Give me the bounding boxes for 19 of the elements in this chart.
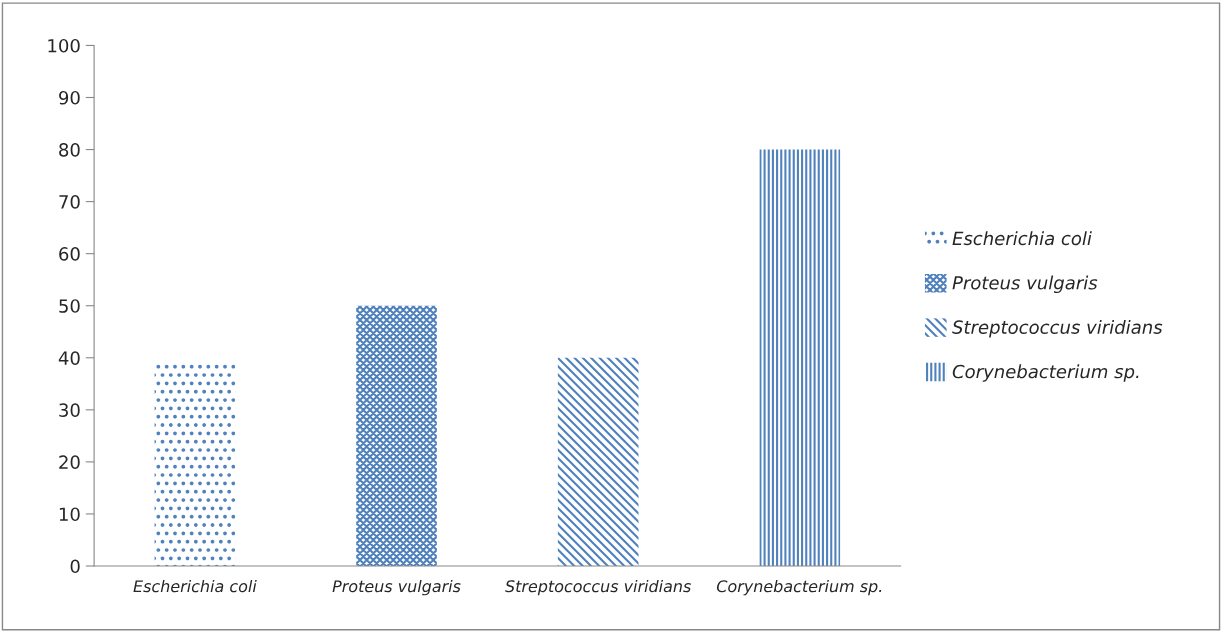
y-tick-label: 60 [59, 247, 80, 261]
y-tick-label: 30 [59, 403, 80, 417]
y-tick-label: 20 [59, 455, 80, 470]
y-tick-label: 100 [48, 38, 80, 53]
x-tick-label: Escherichia coli [133, 579, 257, 593]
y-tick-label: 50 [59, 299, 80, 313]
y-tick-label: 80 [59, 143, 80, 157]
y-tick-label: 0 [70, 559, 80, 574]
y-tick-label: 90 [59, 90, 80, 105]
x-tick-label: Proteus vulgaris [332, 579, 461, 596]
y-tick-label: 10 [59, 507, 80, 522]
legend-label: Proteus vulgaris [952, 275, 1098, 294]
x-tick-label: Streptococcus viridians [505, 579, 691, 596]
legend-label: Streptococcus viridians [952, 319, 1163, 338]
y-tick-label: 70 [59, 195, 80, 209]
legend-label: Escherichia coli [952, 231, 1092, 246]
legend-label: Corynebacterium sp. [952, 364, 1139, 382]
y-tick-label: 40 [58, 351, 80, 365]
x-tick-label: Corynebacterium sp. [716, 579, 882, 596]
